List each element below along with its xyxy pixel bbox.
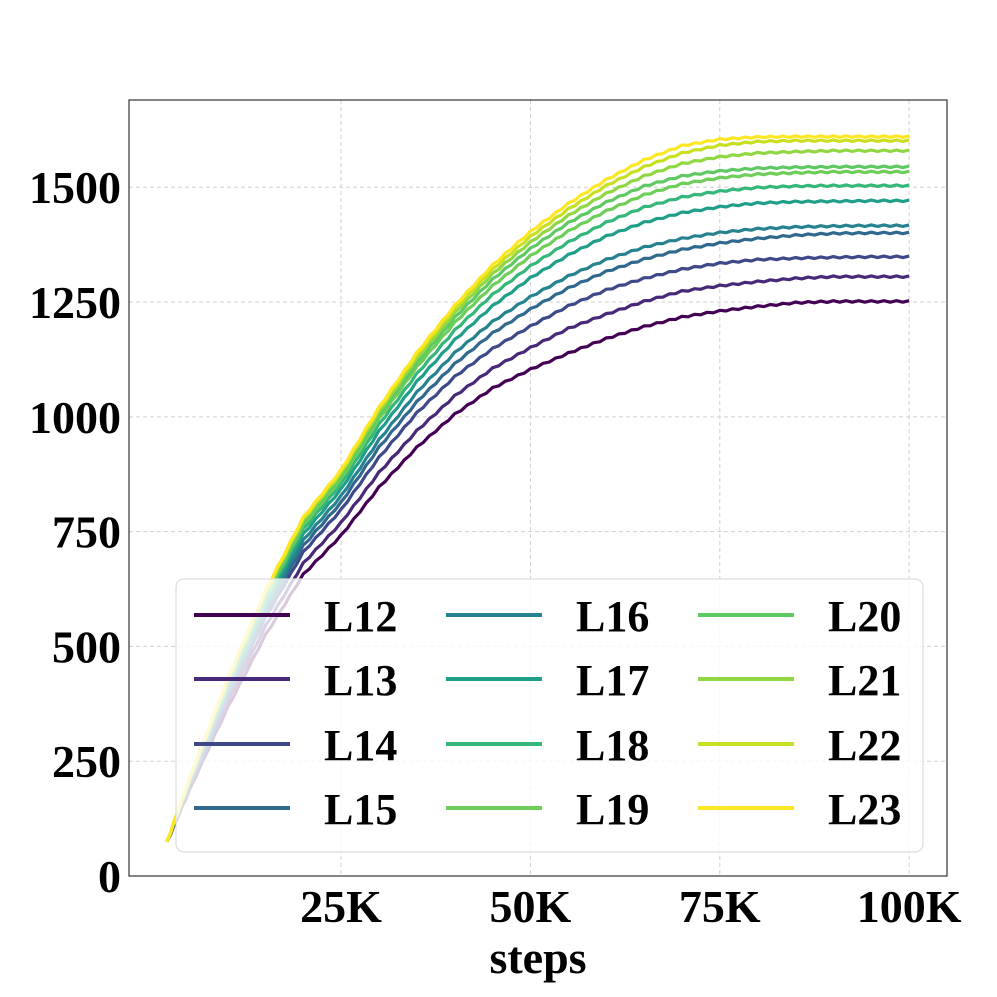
x-tick-label: 100K (857, 881, 962, 932)
legend-label-l12: L12 (324, 592, 397, 641)
legend-label-l23: L23 (828, 785, 901, 834)
legend-box (175, 578, 924, 853)
legend-label-l21: L21 (828, 656, 901, 705)
y-tick-label: 0 (98, 851, 121, 902)
y-tick-label: 250 (52, 736, 121, 787)
x-axis-ticks: 25K 50K 75K 100K (300, 881, 962, 932)
legend-label-l17: L17 (576, 656, 649, 705)
y-tick-label: 1500 (29, 162, 121, 213)
legend-label-l16: L16 (576, 592, 649, 641)
legend-label-l13: L13 (324, 656, 397, 705)
series-line-l23 (165, 134, 910, 843)
legend-label-l14: L14 (324, 721, 397, 770)
plot-frame (128, 99, 948, 877)
legend: L12 L13 L14 L15 L16 L17 L18 L19 L20 L21 L22 L23 (175, 578, 924, 853)
legend-label-l18: L18 (576, 721, 649, 770)
y-tick-label: 1000 (29, 392, 121, 443)
y-axis-ticks: 0 250 500 750 1000 1250 1500 (29, 162, 121, 902)
legend-label-l15: L15 (324, 785, 397, 834)
y-tick-label: 750 (52, 507, 121, 558)
legend-label-l20: L20 (828, 592, 901, 641)
y-tick-label: 1250 (29, 277, 121, 328)
x-tick-label: 75K (679, 881, 761, 932)
y-tick-label: 500 (52, 621, 121, 672)
x-tick-label: 25K (300, 881, 382, 932)
x-tick-label: 50K (490, 881, 572, 932)
legend-label-l19: L19 (576, 785, 649, 834)
x-axis-label: steps (489, 932, 586, 983)
legend-label-l22: L22 (828, 721, 901, 770)
